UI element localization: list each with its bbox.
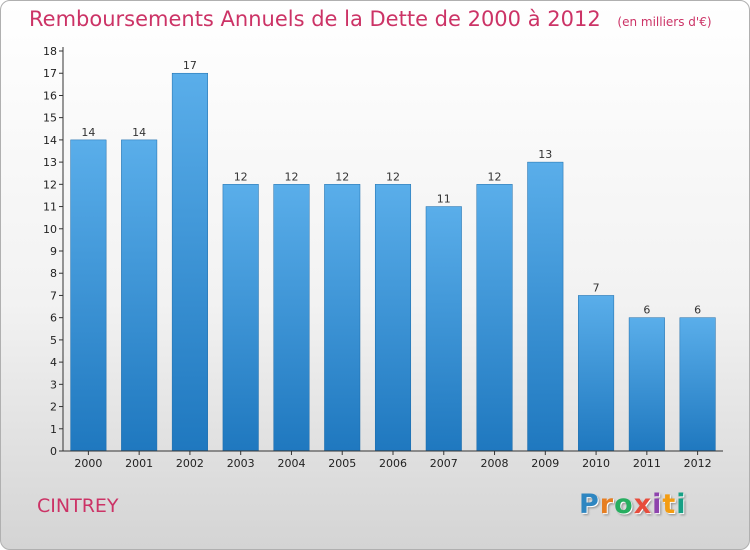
logo-letter: r	[599, 489, 615, 520]
bar-2009	[527, 161, 564, 452]
y-tick-label: 3	[50, 378, 57, 391]
bar-2012	[679, 317, 716, 452]
bar-2011	[628, 317, 665, 452]
bar-2008	[476, 184, 513, 452]
y-tick-label: 8	[50, 267, 57, 280]
x-tick-label: 2009	[531, 457, 559, 470]
bar-value-label: 12	[335, 170, 349, 183]
y-tick-label: 10	[43, 223, 57, 236]
x-tick-label: 2003	[227, 457, 255, 470]
bar-value-label: 6	[643, 304, 650, 317]
x-tick-label: 2008	[481, 457, 509, 470]
logo-letter: i	[652, 489, 663, 520]
bar-value-label: 11	[437, 193, 451, 206]
bar-value-label: 12	[284, 170, 298, 183]
bar-value-label: 6	[694, 304, 701, 317]
bar-value-label: 17	[183, 59, 197, 72]
logo-letter: P	[579, 489, 600, 520]
x-tick-label: 2006	[379, 457, 407, 470]
bar-2002	[171, 72, 208, 452]
x-tick-label: 2001	[125, 457, 153, 470]
chart-subtitle: (en milliers d'€)	[617, 15, 712, 29]
proxiti-logo[interactable]: Proxiti	[579, 489, 687, 520]
x-tick-label: 2004	[277, 457, 305, 470]
bar-value-label: 12	[488, 170, 502, 183]
y-tick-label: 5	[50, 334, 57, 347]
logo-letter: t	[662, 489, 677, 520]
y-tick-label: 2	[50, 401, 57, 414]
bar-2003	[222, 184, 259, 452]
bar-value-label: 7	[593, 281, 600, 294]
y-tick-label: 7	[50, 289, 57, 302]
chart-title-text: Remboursements Annuels de la Dette de 20…	[29, 7, 601, 31]
y-tick-label: 4	[50, 356, 57, 369]
bar-value-label: 14	[132, 126, 146, 139]
y-tick-label: 14	[43, 134, 57, 147]
x-tick-label: 2007	[430, 457, 458, 470]
y-tick-label: 17	[43, 67, 57, 80]
y-tick-label: 13	[43, 156, 57, 169]
y-tick-label: 16	[43, 89, 57, 102]
bar-value-label: 12	[386, 170, 400, 183]
x-tick-label: 2002	[176, 457, 204, 470]
y-tick-label: 6	[50, 312, 57, 325]
bar-2005	[324, 184, 361, 452]
x-tick-label: 2011	[633, 457, 661, 470]
bar-value-label: 13	[538, 148, 552, 161]
bar-2001	[121, 139, 158, 452]
logo-letter: i	[676, 489, 687, 520]
logo-letter: x	[633, 489, 653, 520]
y-tick-label: 11	[43, 201, 57, 214]
bar-2006	[374, 184, 412, 452]
x-tick-label: 2010	[582, 457, 610, 470]
y-tick-label: 18	[43, 45, 57, 58]
y-tick-label: 12	[43, 178, 57, 191]
bar-2004	[273, 184, 310, 452]
y-tick-label: 1	[50, 423, 57, 436]
bars: 14 14 17 12 12 12 12 11 12 13 7 6 6	[70, 59, 716, 452]
bar-2000	[70, 139, 107, 452]
bar-value-label: 14	[81, 126, 95, 139]
y-tick-label: 15	[43, 112, 57, 125]
x-tick-label: 2005	[328, 457, 356, 470]
x-axis: 2000 2001 2002 2003 2004 2005 2006 2007 2008 2009…	[63, 450, 723, 470]
x-tick-label: 2000	[74, 457, 102, 470]
chart-title: Remboursements Annuels de la Dette de 20…	[29, 7, 712, 31]
bar-2007	[425, 206, 462, 452]
logo-letter: o	[614, 489, 634, 520]
x-tick-label: 2012	[684, 457, 712, 470]
y-tick-label: 0	[50, 445, 57, 458]
y-tick-label: 9	[50, 245, 57, 258]
bar-2010	[578, 295, 615, 452]
commune-name: CINTREY	[37, 495, 119, 517]
bar-value-label: 12	[234, 170, 248, 183]
